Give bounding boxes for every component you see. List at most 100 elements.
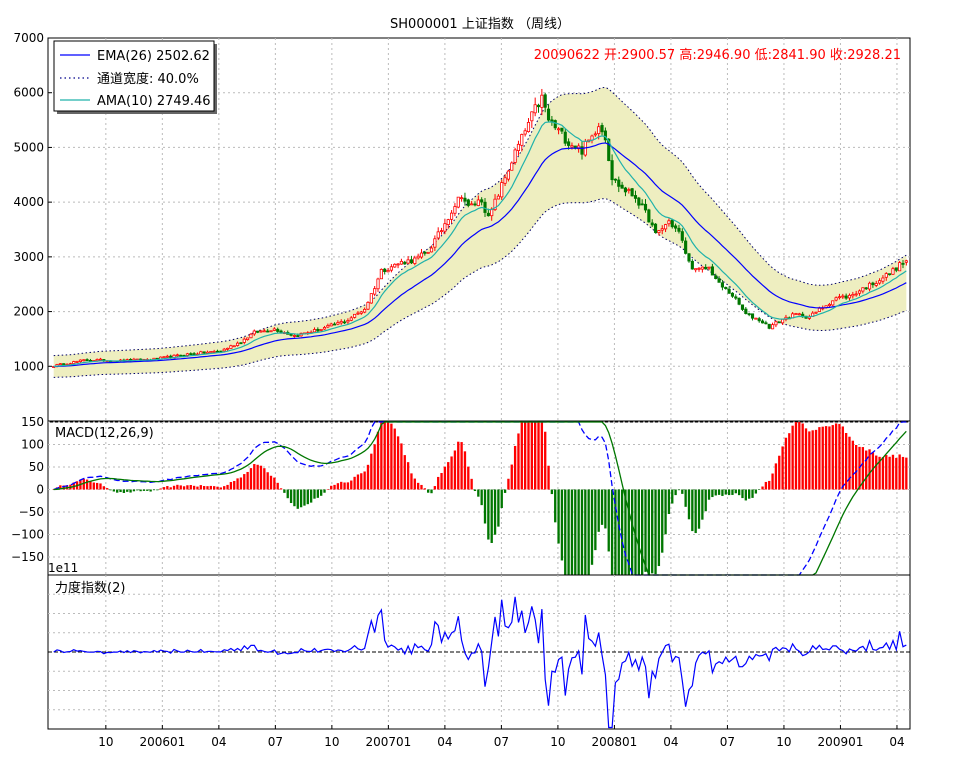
- candle-body: [419, 252, 424, 258]
- macd-histogram-bar: [343, 482, 346, 490]
- candle-body: [647, 209, 651, 223]
- candle-body: [443, 223, 447, 232]
- candle-body: [436, 231, 440, 239]
- macd-histogram-bar: [657, 489, 661, 567]
- candle-body: [841, 295, 845, 298]
- candle-body: [506, 170, 510, 180]
- macd-histogram-bar: [891, 454, 895, 490]
- candle-body: [543, 94, 547, 108]
- macd-histogram-bar: [701, 489, 704, 520]
- candle-body: [229, 345, 233, 349]
- candle-body: [470, 203, 474, 206]
- macd-histogram-bar: [577, 489, 580, 575]
- force-scale-label: 1e11: [48, 561, 78, 575]
- candle-body: [891, 268, 895, 275]
- candle-body: [817, 307, 821, 312]
- macd-histogram-bar: [386, 422, 390, 490]
- macd-histogram-bar: [373, 444, 376, 490]
- candle-body: [413, 257, 417, 264]
- candle-body: [640, 203, 644, 206]
- candle-body: [346, 320, 350, 323]
- candle-body: [888, 273, 892, 276]
- macd-histogram-bar: [480, 489, 483, 506]
- macd-histogram-bar: [330, 485, 333, 490]
- macd-histogram-bar: [437, 476, 440, 490]
- macd-histogram-bar: [129, 489, 132, 493]
- candle-body: [162, 356, 166, 359]
- x-tick-label: 200801: [592, 735, 638, 749]
- macd-histogram-bar: [353, 476, 356, 490]
- macd-histogram-bar: [159, 488, 162, 490]
- macd-histogram-bar: [584, 489, 587, 575]
- macd-histogram-bar: [784, 437, 788, 490]
- macd-histogram-bar: [600, 489, 604, 525]
- candle-body: [175, 354, 179, 357]
- x-tick-label: 10: [776, 735, 791, 749]
- macd-histogram-bar: [243, 474, 246, 490]
- macd-histogram-bar: [283, 489, 286, 493]
- candlestick-series: [52, 88, 908, 368]
- candle-body: [433, 238, 437, 248]
- macd-histogram-bar: [169, 487, 172, 490]
- x-tick-label: 200701: [365, 735, 411, 749]
- macd-histogram-bar: [861, 447, 865, 490]
- macd-histogram-bar: [838, 424, 841, 490]
- macd-histogram-bar: [253, 464, 256, 490]
- macd-histogram-bar: [360, 473, 363, 490]
- macd-y-tick-label: −100: [11, 528, 44, 542]
- candle-body: [256, 330, 260, 333]
- candle-body: [353, 313, 357, 318]
- macd-histogram-bar: [413, 478, 416, 490]
- candle-body: [607, 138, 611, 162]
- macd-histogram-bar: [209, 485, 212, 490]
- candle-body: [901, 262, 905, 265]
- macd-histogram-bar: [610, 489, 614, 575]
- macd-histogram-bar: [697, 489, 701, 529]
- macd-histogram-bar: [463, 451, 467, 490]
- candle-body: [222, 348, 226, 352]
- macd-histogram-bar: [651, 489, 654, 574]
- candle-body: [463, 197, 467, 202]
- macd-histogram-bar: [112, 489, 116, 492]
- candle-body: [75, 360, 79, 363]
- macd-histogram-bar: [249, 468, 253, 490]
- macd-histogram-bar: [841, 426, 844, 490]
- x-tick-label: 04: [211, 735, 226, 749]
- candle-body: [707, 266, 711, 269]
- candle-body: [343, 321, 347, 324]
- candle-body: [727, 288, 731, 294]
- x-tick-label: 07: [494, 735, 509, 749]
- candle-body: [493, 198, 497, 211]
- candle-body: [653, 223, 658, 233]
- macd-y-axis: 150 100 50 0 −50 −100 −150: [11, 415, 44, 564]
- price-y-tick-label: 3000: [13, 250, 44, 264]
- macd-histogram-bar: [513, 445, 517, 490]
- price-y-tick-label: 1000: [13, 359, 44, 373]
- channel-band: [53, 87, 907, 378]
- macd-histogram-bar: [527, 422, 530, 490]
- macd-histogram-bar: [380, 422, 383, 490]
- macd-y-tick-label: −150: [11, 550, 44, 564]
- macd-histogram-bar: [751, 489, 754, 498]
- candle-body: [550, 119, 554, 122]
- macd-histogram-bar: [607, 489, 610, 552]
- macd-y-tick-label: 0: [36, 483, 44, 497]
- legend-label-ama: AMA(10) 2749.46: [97, 94, 211, 109]
- macd-histogram-bar: [537, 422, 540, 490]
- macd-histogram-bar: [59, 485, 62, 490]
- macd-histogram-bar: [497, 489, 500, 527]
- macd-histogram-bar: [95, 482, 99, 490]
- candle-body: [557, 128, 561, 131]
- candle-body: [871, 282, 875, 286]
- macd-histogram-bar: [550, 489, 554, 495]
- candle-body: [878, 280, 882, 284]
- candle-body: [473, 203, 477, 206]
- macd-histogram-bar: [647, 489, 651, 575]
- macd-histogram-bar: [340, 481, 343, 490]
- candle-body: [620, 184, 624, 189]
- candle-body: [486, 212, 490, 217]
- candle-body: [710, 266, 714, 276]
- candle-body: [844, 295, 848, 299]
- candle-body: [379, 268, 383, 280]
- legend: EMA(26) 2502.62 通道宽度: 40.0% AMA(10) 2749…: [53, 40, 217, 114]
